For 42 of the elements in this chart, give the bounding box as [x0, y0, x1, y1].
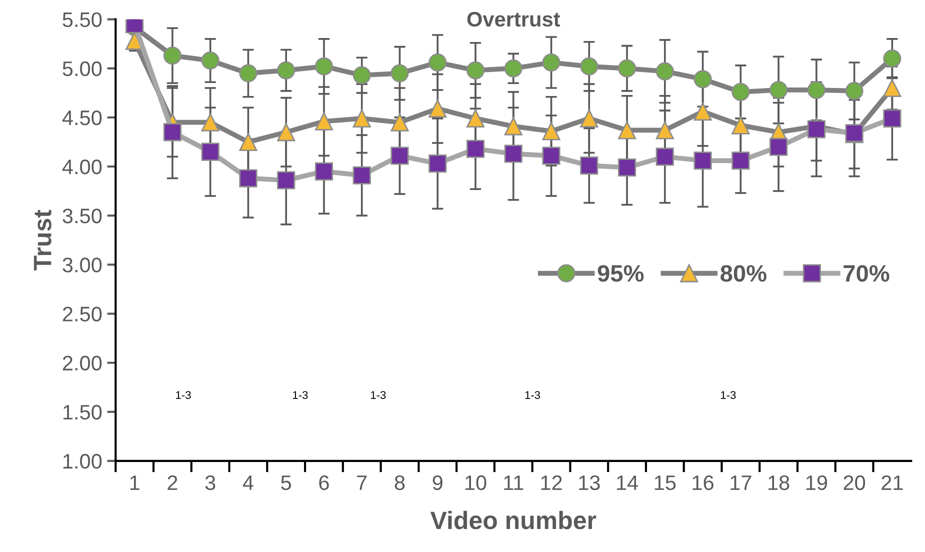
- x-tick-label: 3: [205, 475, 216, 490]
- x-tick-label: 17: [730, 476, 752, 490]
- x-tick-label: 1: [130, 476, 140, 490]
- x-tick-label: 20: [844, 475, 866, 490]
- y-tick-label: 3.00: [62, 258, 102, 272]
- x-tick-label: 13: [579, 475, 600, 490]
- x-tick-label: 21: [882, 475, 903, 490]
- annotation: 1-3: [525, 391, 540, 399]
- x-axis-title: Video number: [430, 510, 596, 530]
- annotation: 1-3: [370, 391, 386, 399]
- x-tick-label: 4: [242, 476, 254, 490]
- x-tick-label: 19: [806, 475, 828, 490]
- x-tick-label: 11: [504, 476, 524, 490]
- x-tick-label: 9: [432, 475, 442, 490]
- x-tick-label: 14: [617, 476, 638, 490]
- legend-label: 70%: [844, 265, 890, 282]
- y-tick-label: 4.00: [62, 160, 102, 174]
- annotation: 1-3: [176, 391, 191, 399]
- annotation: 1-3: [720, 391, 736, 399]
- y-tick-label: 3.50: [62, 208, 102, 224]
- annotation: 1-3: [293, 391, 308, 399]
- y-axis-title: Trust: [34, 210, 52, 270]
- y-tick-label: 4.50: [62, 110, 102, 126]
- y-tick-label: 1.50: [63, 404, 102, 420]
- x-tick-label: 5: [281, 476, 292, 490]
- y-tick-label: 2.50: [62, 306, 102, 322]
- y-tick-label: 5.00: [62, 61, 102, 76]
- x-tick-label: 12: [541, 475, 562, 490]
- x-tick-label: 8: [394, 475, 405, 490]
- x-tick-label: 15: [654, 476, 676, 490]
- legend-label: 95%: [598, 265, 644, 282]
- legend-label: 80%: [720, 265, 766, 282]
- chart-title: Overtrust: [467, 12, 560, 27]
- x-tick-label: 7: [357, 476, 367, 490]
- x-tick-label: 10: [465, 475, 486, 490]
- y-tick-label: 2.00: [62, 356, 102, 371]
- y-tick-label: 1.00: [63, 454, 102, 469]
- x-tick-label: 6: [319, 475, 329, 490]
- x-tick-label: 18: [768, 475, 790, 490]
- x-tick-label: 2: [168, 475, 178, 490]
- y-tick-label: 5.50: [62, 12, 102, 28]
- x-tick-label: 16: [692, 475, 714, 490]
